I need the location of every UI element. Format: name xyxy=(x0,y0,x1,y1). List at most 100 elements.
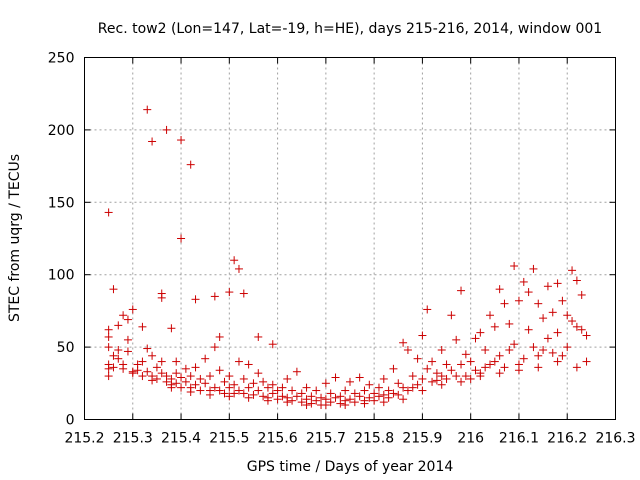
data-point xyxy=(442,374,451,383)
data-point xyxy=(119,364,128,373)
data-point xyxy=(307,399,316,408)
data-point xyxy=(288,396,297,405)
data-point xyxy=(321,379,330,388)
data-point xyxy=(234,386,243,395)
data-point xyxy=(510,262,519,271)
data-point xyxy=(394,379,403,388)
data-point xyxy=(341,386,350,395)
data-point xyxy=(210,292,219,301)
data-point xyxy=(109,351,118,360)
data-point xyxy=(577,325,586,334)
data-point xyxy=(244,360,253,369)
data-point xyxy=(432,376,441,385)
data-point xyxy=(123,335,132,344)
data-point xyxy=(374,383,383,392)
data-point xyxy=(292,367,301,376)
data-point xyxy=(167,324,176,333)
data-point xyxy=(582,357,591,366)
data-point xyxy=(553,328,562,337)
data-point xyxy=(254,386,263,395)
data-point xyxy=(119,311,128,320)
data-point xyxy=(292,392,301,401)
data-point xyxy=(104,332,113,341)
data-point xyxy=(379,398,388,407)
x-tick-label: 216.3 xyxy=(595,431,635,447)
x-tick-label: 215.2 xyxy=(64,431,104,447)
y-tick-label: 150 xyxy=(48,195,75,211)
data-point xyxy=(138,322,147,331)
data-point xyxy=(432,369,441,378)
y-tick-label: 200 xyxy=(48,123,75,139)
data-point xyxy=(394,390,403,399)
data-point xyxy=(259,392,268,401)
data-point xyxy=(157,369,166,378)
data-point xyxy=(148,351,157,360)
data-point xyxy=(254,332,263,341)
data-point xyxy=(563,311,572,320)
data-point xyxy=(268,389,277,398)
data-point xyxy=(442,360,451,369)
data-point xyxy=(152,374,161,383)
data-point xyxy=(104,372,113,381)
data-point xyxy=(370,396,379,405)
data-point xyxy=(114,321,123,330)
data-point xyxy=(177,373,186,382)
data-point xyxy=(447,366,456,375)
data-point xyxy=(239,389,248,398)
data-point xyxy=(524,325,533,334)
data-point xyxy=(582,331,591,340)
data-point xyxy=(157,357,166,366)
data-points xyxy=(104,105,591,410)
data-point xyxy=(471,366,480,375)
data-point xyxy=(186,387,195,396)
y-tick-label: 250 xyxy=(48,51,75,67)
data-point xyxy=(273,386,282,395)
data-point xyxy=(461,372,470,381)
data-point xyxy=(374,392,383,401)
data-point xyxy=(572,322,581,331)
data-point xyxy=(481,363,490,372)
data-point xyxy=(268,340,277,349)
data-point xyxy=(529,343,538,352)
data-point xyxy=(191,380,200,389)
data-point xyxy=(307,392,316,401)
data-point xyxy=(548,308,557,317)
data-point xyxy=(225,392,234,401)
data-point xyxy=(128,369,137,378)
y-axis-label: STEC from uqrg / TECUs xyxy=(7,154,23,322)
x-tick-label: 215.3 xyxy=(113,431,153,447)
data-point xyxy=(196,374,205,383)
data-point xyxy=(384,386,393,395)
data-point xyxy=(239,289,248,298)
data-point xyxy=(177,136,186,145)
data-point xyxy=(181,377,190,386)
data-point xyxy=(365,393,374,402)
data-point xyxy=(476,372,485,381)
data-point xyxy=(500,363,509,372)
data-point xyxy=(384,393,393,402)
data-point xyxy=(215,386,224,395)
data-point xyxy=(452,372,461,381)
data-point xyxy=(466,374,475,383)
data-point xyxy=(413,354,422,363)
x-tick-label: 215.5 xyxy=(209,431,249,447)
y-tick-label: 100 xyxy=(48,268,75,284)
data-point xyxy=(152,363,161,372)
data-point xyxy=(263,383,272,392)
data-point xyxy=(399,338,408,347)
data-point xyxy=(123,347,132,356)
data-point xyxy=(505,345,514,354)
plot-frame xyxy=(84,57,616,420)
data-point xyxy=(278,383,287,392)
data-point xyxy=(514,366,523,375)
data-point xyxy=(288,386,297,395)
data-point xyxy=(143,344,152,353)
data-point xyxy=(548,348,557,357)
data-point xyxy=(210,343,219,352)
data-point xyxy=(350,398,359,407)
data-point xyxy=(418,386,427,395)
data-point xyxy=(437,380,446,389)
data-point xyxy=(148,376,157,385)
data-point xyxy=(162,125,171,134)
data-point xyxy=(558,296,567,305)
